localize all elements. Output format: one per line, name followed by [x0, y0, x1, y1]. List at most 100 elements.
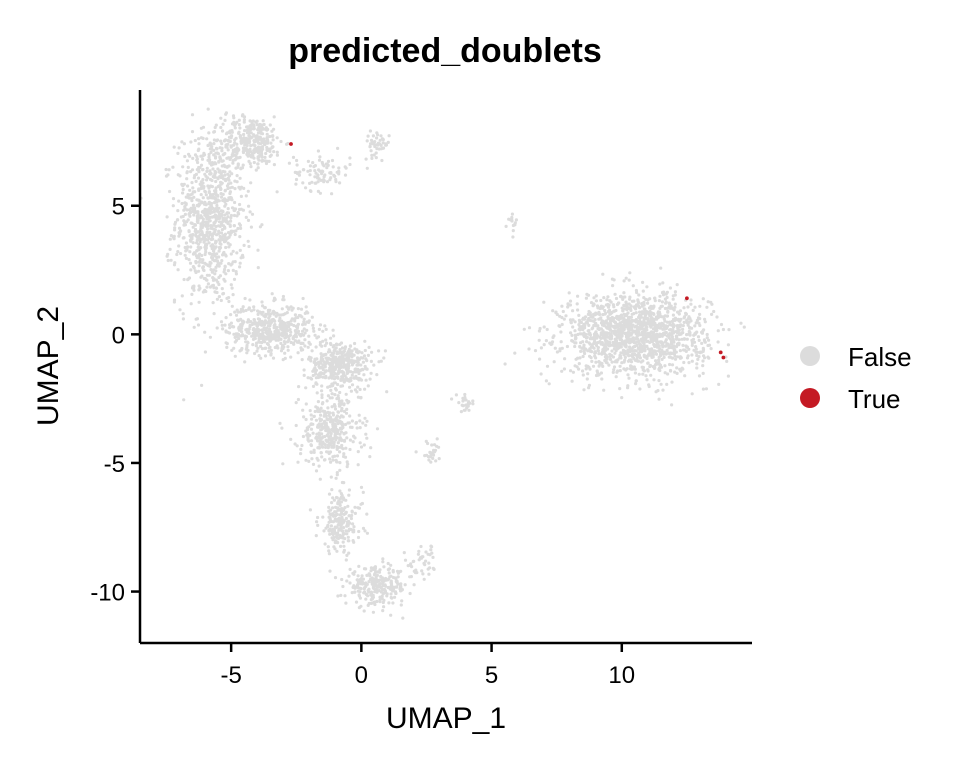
point-false [317, 327, 321, 331]
point-false [240, 346, 244, 351]
point-false [238, 248, 242, 252]
point-false [309, 450, 313, 454]
point-false [654, 352, 659, 356]
point-false [233, 158, 237, 162]
point-false [232, 208, 237, 212]
point-false [243, 334, 247, 338]
point-false [346, 401, 350, 405]
point-false [201, 178, 205, 182]
point-false [229, 213, 233, 218]
point-false [659, 266, 663, 270]
point-false [670, 351, 674, 356]
point-false [223, 264, 227, 268]
point-false [259, 129, 263, 133]
point-false [706, 300, 710, 304]
point-false [661, 327, 665, 331]
point-false [233, 232, 237, 237]
point-false [257, 354, 261, 358]
point-false [340, 420, 344, 424]
point-false [376, 579, 380, 583]
point-false [345, 436, 349, 440]
point-false [191, 241, 195, 245]
point-false [190, 168, 195, 172]
point-false [345, 579, 349, 583]
point-false [636, 359, 640, 363]
point-false [338, 400, 342, 404]
point-false [327, 376, 331, 380]
point-false [262, 314, 266, 318]
point-false [218, 274, 222, 278]
point-false [359, 502, 363, 506]
point-false [610, 360, 614, 364]
point-false [303, 331, 307, 335]
point-false [356, 385, 360, 389]
point-false [331, 165, 335, 169]
point-false [569, 369, 573, 373]
point-false [361, 526, 366, 531]
point-false [318, 438, 322, 442]
point-false [581, 346, 585, 350]
point-false [624, 302, 629, 306]
point-false [223, 267, 227, 272]
point-false [248, 298, 252, 302]
point-false [315, 406, 320, 410]
point-false [266, 343, 270, 347]
point-false [594, 336, 598, 340]
point-false [294, 401, 298, 405]
point-false [269, 352, 273, 356]
point-false [296, 397, 300, 402]
point-false [224, 111, 228, 115]
point-false [622, 322, 627, 326]
point-false [173, 228, 177, 232]
point-false [312, 329, 316, 333]
point-false [185, 177, 189, 181]
point-false [587, 329, 591, 333]
point-false [233, 187, 237, 191]
point-false [560, 304, 564, 308]
point-false [653, 363, 658, 367]
point-false [249, 181, 253, 185]
point-false [374, 151, 378, 155]
point-false [302, 373, 306, 377]
point-false [207, 241, 211, 245]
point-false [644, 374, 648, 378]
point-false [598, 317, 602, 321]
point-false [234, 270, 238, 274]
point-false [263, 155, 267, 159]
point-false [372, 153, 376, 157]
point-false [424, 550, 428, 554]
point-false [621, 348, 626, 352]
point-false [207, 131, 211, 135]
point-false [228, 326, 232, 330]
point-false [193, 138, 197, 143]
point-false [637, 372, 641, 376]
point-false [339, 492, 343, 496]
point-false [650, 347, 654, 351]
point-false [362, 567, 367, 571]
point-false [348, 581, 352, 585]
point-false [212, 253, 217, 257]
point-false [269, 330, 273, 334]
point-false [266, 308, 270, 312]
point-false [318, 155, 322, 159]
point-false [214, 239, 218, 243]
point-false [347, 551, 351, 555]
point-false [315, 438, 320, 443]
point-false [308, 173, 312, 177]
point-false [278, 421, 282, 425]
point-false [194, 254, 199, 258]
point-false [464, 398, 468, 402]
point-false [662, 315, 666, 319]
point-false [383, 349, 387, 353]
point-false [169, 258, 173, 262]
point-false [208, 211, 212, 215]
point-false [220, 235, 224, 239]
point-false [347, 539, 351, 543]
point-false [601, 364, 605, 368]
point-false [342, 526, 346, 530]
point-false [300, 315, 304, 319]
point-false [382, 605, 386, 609]
point-false [617, 334, 621, 339]
point-false [344, 411, 349, 415]
point-false [613, 321, 618, 325]
